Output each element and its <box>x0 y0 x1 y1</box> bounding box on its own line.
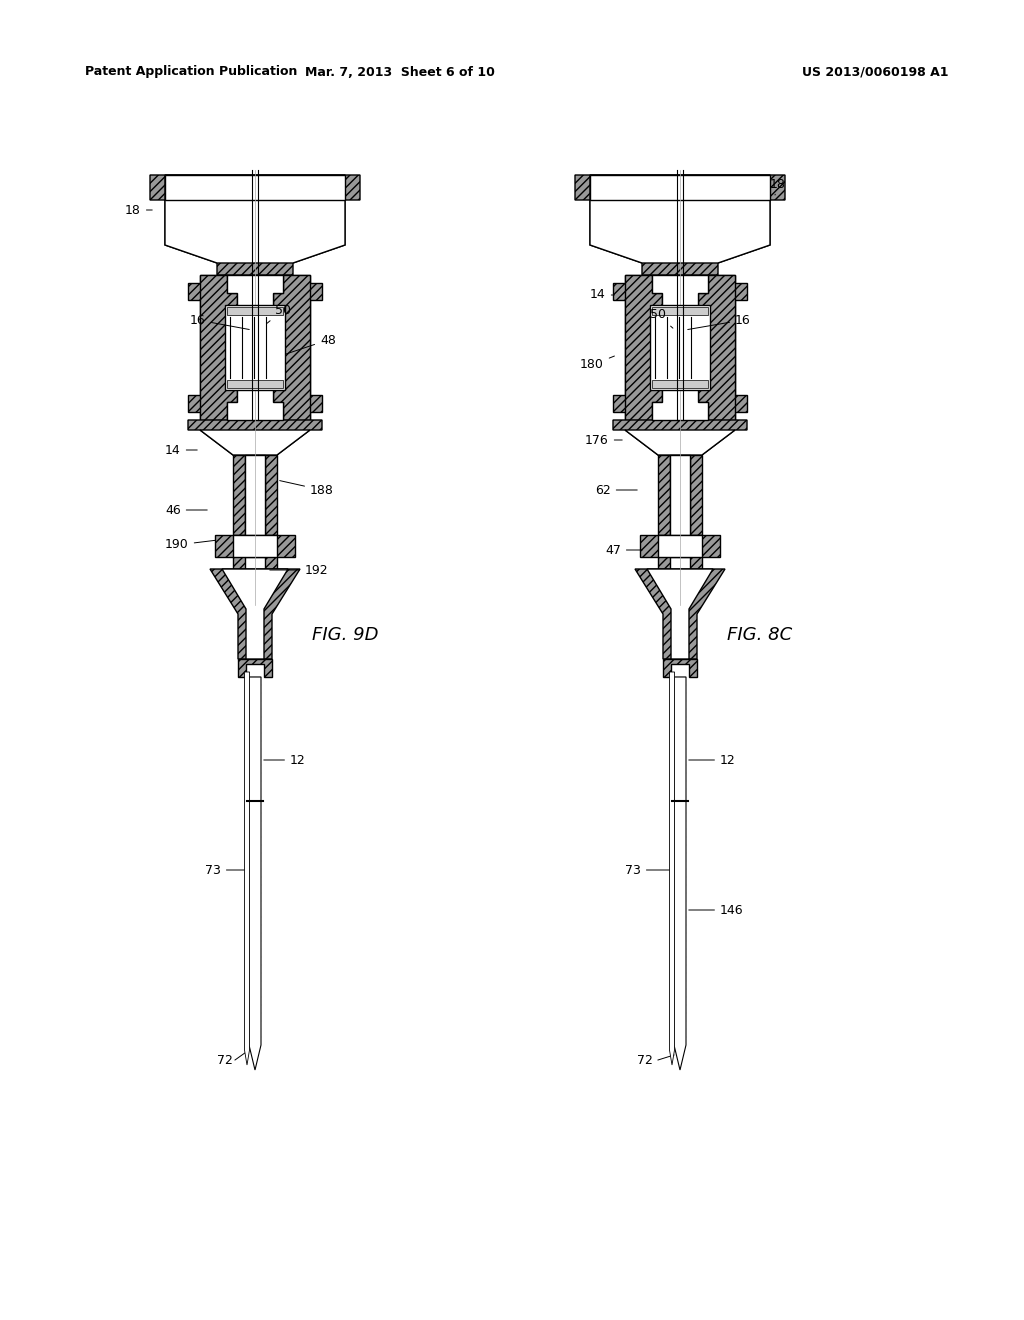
Polygon shape <box>265 455 278 535</box>
Text: 16: 16 <box>190 314 249 330</box>
Polygon shape <box>658 535 702 557</box>
Polygon shape <box>658 455 670 535</box>
Polygon shape <box>210 569 300 659</box>
Polygon shape <box>273 275 310 420</box>
Polygon shape <box>613 420 746 455</box>
Text: 50: 50 <box>267 304 291 323</box>
Polygon shape <box>225 305 285 389</box>
Polygon shape <box>698 275 735 420</box>
Polygon shape <box>575 176 785 275</box>
Text: 12: 12 <box>264 754 306 767</box>
Polygon shape <box>165 176 345 201</box>
Polygon shape <box>238 659 272 677</box>
Text: 18: 18 <box>770 178 785 195</box>
Polygon shape <box>215 535 295 569</box>
Polygon shape <box>245 672 250 1065</box>
Text: 192: 192 <box>269 564 329 577</box>
Polygon shape <box>652 380 708 388</box>
Text: 62: 62 <box>595 483 637 496</box>
Polygon shape <box>663 659 697 677</box>
Text: 72: 72 <box>217 1053 232 1067</box>
Text: 18: 18 <box>125 203 153 216</box>
Polygon shape <box>150 176 360 275</box>
Text: 72: 72 <box>637 1053 653 1067</box>
Text: 50: 50 <box>650 309 673 329</box>
Text: FIG. 9D: FIG. 9D <box>311 626 378 644</box>
Polygon shape <box>227 275 283 420</box>
Polygon shape <box>690 455 702 535</box>
Polygon shape <box>188 275 322 420</box>
Text: 146: 146 <box>689 903 743 916</box>
Polygon shape <box>222 569 288 659</box>
Polygon shape <box>233 535 278 557</box>
Polygon shape <box>647 569 713 659</box>
Polygon shape <box>188 420 322 455</box>
Polygon shape <box>165 176 345 263</box>
Polygon shape <box>670 455 690 535</box>
Text: 180: 180 <box>580 356 614 371</box>
Polygon shape <box>652 275 708 420</box>
Text: 46: 46 <box>165 503 207 516</box>
Polygon shape <box>245 455 265 535</box>
Text: 12: 12 <box>689 754 736 767</box>
Text: 73: 73 <box>625 863 670 876</box>
Text: Mar. 7, 2013  Sheet 6 of 10: Mar. 7, 2013 Sheet 6 of 10 <box>305 66 495 78</box>
Polygon shape <box>635 569 725 659</box>
Text: 190: 190 <box>165 539 215 552</box>
Polygon shape <box>227 308 283 315</box>
Polygon shape <box>200 275 237 420</box>
Polygon shape <box>640 535 720 569</box>
Polygon shape <box>249 677 261 1071</box>
Polygon shape <box>233 455 245 535</box>
Polygon shape <box>650 305 710 389</box>
Text: 48: 48 <box>286 334 336 354</box>
Polygon shape <box>200 430 310 455</box>
Polygon shape <box>625 275 662 420</box>
Text: 73: 73 <box>205 863 244 876</box>
Text: 47: 47 <box>605 544 642 557</box>
Text: FIG. 8C: FIG. 8C <box>727 626 793 644</box>
Polygon shape <box>613 275 746 420</box>
Polygon shape <box>674 677 686 1071</box>
Text: 16: 16 <box>688 314 751 330</box>
Text: 14: 14 <box>590 289 614 301</box>
Polygon shape <box>670 672 675 1065</box>
Polygon shape <box>652 308 708 315</box>
Text: 188: 188 <box>280 480 334 496</box>
Text: 14: 14 <box>165 444 198 457</box>
Text: 176: 176 <box>585 433 623 446</box>
Polygon shape <box>590 176 770 201</box>
Text: US 2013/0060198 A1: US 2013/0060198 A1 <box>802 66 948 78</box>
Polygon shape <box>590 176 770 263</box>
Polygon shape <box>227 380 283 388</box>
Polygon shape <box>625 430 735 455</box>
Text: Patent Application Publication: Patent Application Publication <box>85 66 297 78</box>
